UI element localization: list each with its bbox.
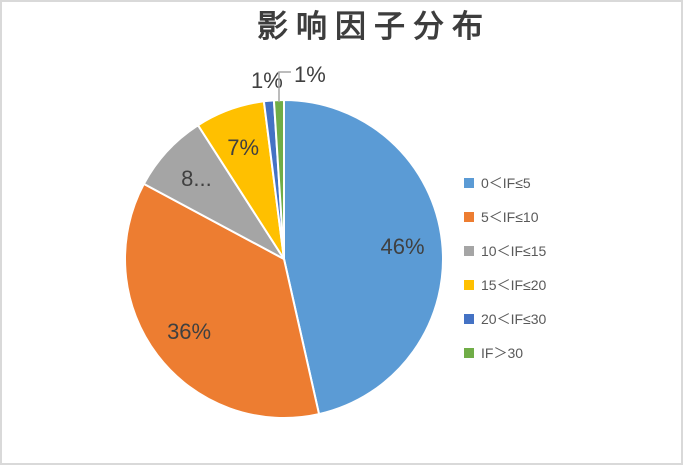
pie-slice-2[interactable] [124,182,321,419]
legend-item-2[interactable]: 5＜IF≤10 [464,210,546,224]
legend-swatch [464,246,474,256]
legend-label: 20＜IF≤30 [481,311,547,327]
legend-item-1[interactable]: 0＜IF≤5 [464,176,546,190]
label-leader-line [278,71,291,103]
legend-item-4[interactable]: 15＜IF≤20 [464,278,546,292]
legend-swatch [464,178,474,188]
legend-item-3[interactable]: 10＜IF≤15 [464,244,546,258]
pie-slice-1[interactable] [283,99,444,416]
data-label: 1% [251,68,283,93]
legend-label: 5＜IF≤10 [481,209,539,225]
data-label: 36% [167,319,211,344]
legend-label: 0＜IF≤5 [481,175,531,191]
legend-swatch [464,280,474,290]
data-label: 7% [227,135,259,160]
data-label: 8... [181,166,212,191]
chart-title: 影响因子分布 [257,9,491,44]
legend-swatch [464,314,474,324]
legend: 0＜IF≤5 5＜IF≤10 10＜IF≤15 15＜IF≤20 20＜IF≤30 IF＞… [464,176,546,360]
legend-swatch [464,348,474,358]
data-label: 1% [294,62,326,87]
data-label: 46% [380,234,424,259]
legend-item-5[interactable]: 20＜IF≤30 [464,312,546,326]
legend-item-6[interactable]: IF＞30 [464,346,546,360]
legend-swatch [464,212,474,222]
legend-label: 10＜IF≤15 [481,243,547,259]
legend-label: 15＜IF≤20 [481,277,547,293]
legend-label: IF＞30 [481,345,524,361]
